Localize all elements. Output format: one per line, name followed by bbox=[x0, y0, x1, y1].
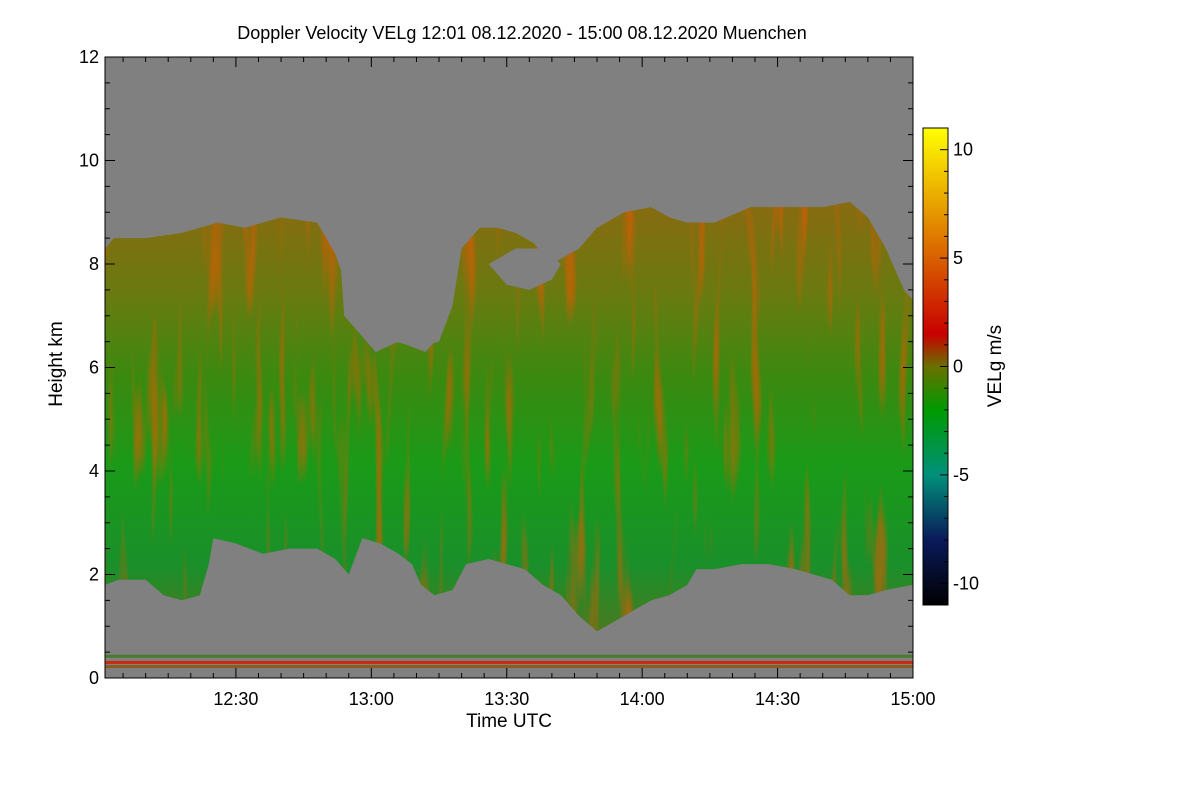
chart-title: Doppler Velocity VELg 12:01 08.12.2020 -… bbox=[237, 23, 806, 43]
clear-gap-1 bbox=[339, 212, 462, 352]
y-axis: 0 2 4 6 8 10 12 bbox=[79, 47, 913, 688]
colorbar-axis: 10 5 0 -5 -10 bbox=[940, 140, 979, 593]
colorbar-tick-label: -5 bbox=[953, 465, 969, 485]
colorbar-label: VELg m/s bbox=[985, 325, 1006, 407]
x-tick-label: 13:30 bbox=[484, 689, 529, 709]
clear-gap-2 bbox=[488, 248, 561, 290]
y-tick-label: 2 bbox=[89, 565, 99, 585]
plot-area bbox=[105, 57, 913, 678]
colorbar-tick-label: 5 bbox=[953, 248, 963, 268]
surface-echo-line-1 bbox=[105, 660, 913, 664]
y-tick-label: 6 bbox=[89, 358, 99, 378]
y-tick-label: 10 bbox=[79, 151, 99, 171]
surface-echo-line-3 bbox=[105, 654, 913, 658]
colorbar-tick-label: 10 bbox=[953, 140, 973, 160]
y-axis-label: Height km bbox=[46, 321, 67, 407]
x-tick-label: 14:30 bbox=[755, 689, 800, 709]
y-tick-label: 8 bbox=[89, 254, 99, 274]
surface-echo-line-2 bbox=[105, 665, 913, 669]
colorbar-tick-label: 0 bbox=[953, 357, 963, 377]
y-tick-label: 4 bbox=[89, 461, 99, 481]
x-tick-label: 14:00 bbox=[620, 689, 665, 709]
x-tick-label: 12:30 bbox=[213, 689, 258, 709]
y-tick-label: 12 bbox=[79, 47, 99, 67]
x-tick-label: 13:00 bbox=[349, 689, 394, 709]
x-axis: 12:30 13:00 13:30 14:00 14:30 15:00 bbox=[122, 57, 936, 709]
colorbar-tick-label: -10 bbox=[953, 573, 979, 593]
x-axis-label: Time UTC bbox=[466, 711, 552, 732]
y-tick-label: 0 bbox=[89, 668, 99, 688]
cloud-streak-texture bbox=[105, 201, 913, 632]
x-tick-label: 15:00 bbox=[890, 689, 935, 709]
